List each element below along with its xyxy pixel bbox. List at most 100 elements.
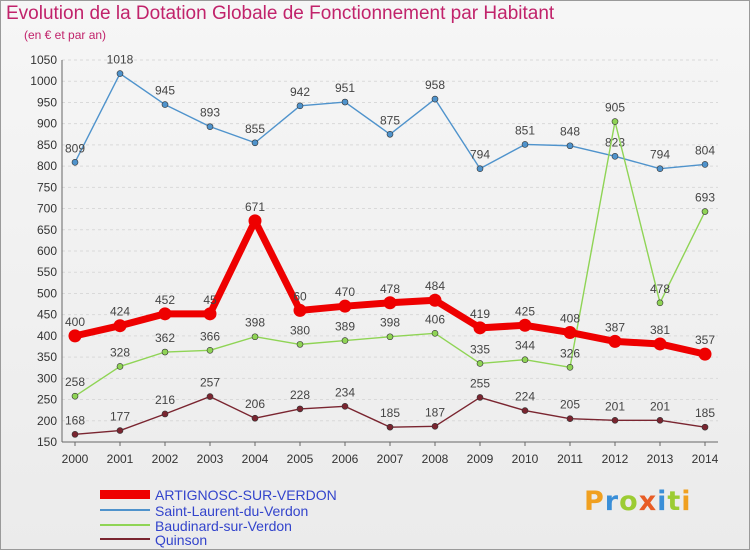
- data-label-saint-laurent-du-verdon: 875: [380, 113, 400, 127]
- data-point-quinson: [431, 422, 439, 430]
- data-label-saint-laurent-du-verdon: 958: [425, 78, 445, 92]
- x-tick-label: 2000: [62, 452, 89, 466]
- data-label-quinson: 187: [425, 405, 445, 419]
- y-tick-label: 700: [37, 202, 57, 216]
- data-label-saint-laurent-du-verdon: 794: [650, 148, 670, 162]
- y-tick-label: 750: [37, 180, 57, 194]
- data-label-artignosc-sur-verdon: 357: [695, 333, 715, 347]
- data-point-saint-laurent-du-verdon: [656, 165, 664, 172]
- data-label-quinson: 205: [560, 398, 580, 412]
- data-label-artignosc-sur-verdon: 452: [155, 293, 175, 307]
- data-label-artignosc-sur-verdon: 470: [335, 285, 355, 299]
- data-label-artignosc-sur-verdon: 381: [650, 323, 670, 337]
- data-label-baudinard-sur-verdon: 389: [335, 320, 355, 334]
- data-point-saint-laurent-du-verdon: [71, 158, 79, 166]
- data-label-artignosc-sur-verdon: 424: [110, 305, 130, 319]
- y-tick-label: 150: [37, 435, 57, 449]
- data-label-baudinard-sur-verdon: 335: [470, 342, 490, 356]
- data-label-quinson: 168: [65, 413, 85, 427]
- data-label-saint-laurent-du-verdon: 951: [335, 81, 355, 95]
- y-tick-label: 300: [37, 371, 57, 385]
- x-tick-label: 2006: [332, 452, 359, 466]
- logo-letter: P: [584, 486, 605, 517]
- y-tick-label: 850: [37, 138, 57, 152]
- data-label-baudinard-sur-verdon: 398: [380, 316, 400, 330]
- x-tick-label: 2008: [422, 452, 449, 466]
- data-point-baudinard-sur-verdon: [386, 333, 394, 341]
- x-tick-label: 2010: [512, 452, 539, 466]
- data-label-quinson: 201: [650, 399, 670, 413]
- data-point-saint-laurent-du-verdon: [206, 123, 214, 130]
- data-point-artignosc-sur-verdon: [428, 293, 442, 307]
- data-label-artignosc-sur-verdon: 387: [605, 320, 625, 334]
- data-point-baudinard-sur-verdon: [476, 360, 484, 367]
- data-point-artignosc-sur-verdon: [158, 307, 172, 321]
- data-label-artignosc-sur-verdon: 671: [245, 200, 265, 214]
- x-tick-label: 2005: [287, 452, 314, 466]
- data-point-saint-laurent-du-verdon: [386, 130, 394, 138]
- proxiti-logo: Proxiti: [584, 486, 692, 517]
- data-label-quinson: 185: [380, 406, 400, 420]
- data-label-baudinard-sur-verdon: 328: [110, 345, 130, 359]
- x-tick-label: 2001: [107, 452, 134, 466]
- data-point-saint-laurent-du-verdon: [701, 161, 709, 168]
- data-label-artignosc-sur-verdon: 45: [203, 293, 217, 307]
- x-tick-label: 2011: [557, 452, 583, 466]
- data-point-baudinard-sur-verdon: [431, 330, 439, 337]
- data-label-saint-laurent-du-verdon: 848: [560, 125, 580, 139]
- data-point-artignosc-sur-verdon: [203, 307, 217, 321]
- data-point-quinson: [701, 423, 709, 431]
- x-tick-label: 2014: [692, 452, 719, 466]
- data-point-quinson: [161, 410, 169, 418]
- data-point-baudinard-sur-verdon: [611, 118, 619, 125]
- data-label-quinson: 224: [515, 390, 535, 404]
- data-label-artignosc-sur-verdon: 425: [515, 304, 535, 318]
- y-tick-label: 1050: [30, 53, 57, 67]
- data-label-saint-laurent-du-verdon: 804: [695, 143, 715, 157]
- data-point-artignosc-sur-verdon: [338, 299, 352, 313]
- data-point-baudinard-sur-verdon: [161, 348, 169, 356]
- y-tick-label: 1000: [30, 74, 57, 88]
- legend-swatch-baudinard: [100, 524, 150, 526]
- legend-label-quinson: Quinson: [155, 532, 208, 548]
- x-tick-label: 2002: [152, 452, 179, 466]
- data-label-artignosc-sur-verdon: 400: [65, 315, 85, 329]
- chart-title: Evolution de la Dotation Globale de Fonc…: [6, 3, 555, 24]
- logo-letter: x: [638, 486, 658, 517]
- logo-letter: i: [681, 486, 692, 517]
- data-point-saint-laurent-du-verdon: [296, 102, 304, 110]
- legend-swatch-quinson: [100, 538, 150, 540]
- y-tick-label: 650: [37, 223, 57, 237]
- data-label-artignosc-sur-verdon: 484: [425, 279, 445, 293]
- data-label-saint-laurent-du-verdon: 942: [290, 85, 310, 99]
- data-point-quinson: [116, 427, 124, 434]
- data-point-quinson: [656, 417, 664, 424]
- data-label-baudinard-sur-verdon: 478: [650, 282, 670, 296]
- data-point-baudinard-sur-verdon: [341, 337, 349, 344]
- data-label-baudinard-sur-verdon: 406: [425, 312, 445, 326]
- data-point-quinson: [341, 403, 349, 410]
- data-point-artignosc-sur-verdon: [653, 337, 667, 351]
- data-label-artignosc-sur-verdon: 60: [293, 289, 307, 303]
- data-label-baudinard-sur-verdon: 905: [605, 101, 625, 115]
- y-tick-label: 950: [37, 95, 57, 109]
- data-point-baudinard-sur-verdon: [656, 299, 664, 307]
- legend-label-artignosc: ARTIGNOSC-SUR-VERDON: [155, 487, 337, 503]
- data-label-quinson: 234: [335, 385, 355, 399]
- data-label-quinson: 201: [605, 399, 625, 413]
- data-label-baudinard-sur-verdon: 380: [290, 323, 310, 337]
- data-point-saint-laurent-du-verdon: [611, 153, 619, 160]
- logo-letter: o: [619, 486, 639, 517]
- data-point-artignosc-sur-verdon: [698, 347, 712, 361]
- y-tick-label: 200: [37, 414, 57, 428]
- logo-letter: r: [604, 486, 620, 517]
- data-label-baudinard-sur-verdon: 258: [65, 375, 85, 389]
- data-point-saint-laurent-du-verdon: [476, 165, 484, 172]
- data-point-baudinard-sur-verdon: [116, 363, 124, 370]
- data-label-saint-laurent-du-verdon: 855: [245, 122, 265, 136]
- data-point-artignosc-sur-verdon: [563, 325, 577, 339]
- x-tick-label: 2003: [197, 452, 224, 466]
- data-label-saint-laurent-du-verdon: 823: [605, 135, 625, 149]
- data-point-saint-laurent-du-verdon: [251, 139, 259, 147]
- data-label-saint-laurent-du-verdon: 893: [200, 106, 220, 120]
